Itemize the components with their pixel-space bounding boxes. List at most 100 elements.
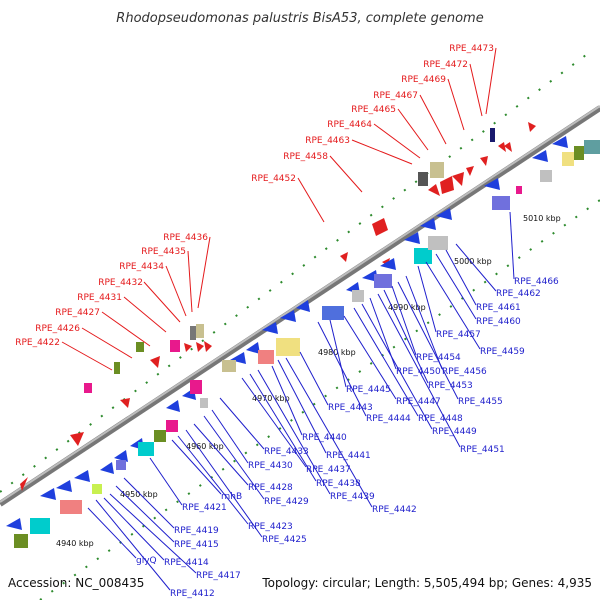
gene-arrow[interactable]: [452, 172, 464, 186]
gene-box[interactable]: [258, 350, 274, 364]
gene-box[interactable]: [14, 534, 28, 548]
gene-label[interactable]: RPE_4451: [460, 445, 505, 455]
gene-label[interactable]: RPE_4434: [119, 262, 164, 272]
gene-label[interactable]: RPE_4457: [436, 330, 481, 340]
gene-box[interactable]: [30, 518, 50, 534]
gene-box[interactable]: [60, 500, 82, 514]
gene-label[interactable]: RPE_4444: [366, 414, 411, 424]
gene-label[interactable]: glyQ: [136, 556, 157, 566]
gene-label[interactable]: RPE_4430: [248, 461, 293, 471]
gene-label[interactable]: RPE_4439: [330, 492, 375, 502]
gene-label[interactable]: RPE_4465: [351, 105, 396, 115]
gene-arrow[interactable]: [498, 142, 506, 152]
gene-box[interactable]: [190, 380, 202, 394]
gene-label[interactable]: RPE_4438: [316, 479, 361, 489]
gene-arrow[interactable]: [484, 178, 500, 190]
gene-box[interactable]: [190, 326, 196, 340]
gene-box[interactable]: [428, 236, 448, 250]
gene-box[interactable]: [574, 146, 584, 160]
gene-arrow[interactable]: [504, 142, 512, 152]
gene-arrow[interactable]: [528, 122, 536, 132]
gene-arrow[interactable]: [120, 398, 130, 408]
gene-box[interactable]: [138, 442, 154, 456]
gene-label[interactable]: RPE_4466: [514, 277, 559, 287]
gene-label[interactable]: RPE_4460: [476, 317, 521, 327]
gene-arrow[interactable]: [246, 342, 260, 354]
gene-label[interactable]: RPE_4426: [35, 324, 80, 334]
gene-arrow[interactable]: [436, 208, 452, 220]
gene-label[interactable]: RPE_4462: [496, 289, 541, 299]
gene-label[interactable]: RPE_4436: [163, 233, 208, 243]
gene-arrow[interactable]: [262, 322, 278, 334]
gene-label[interactable]: RPE_4437: [306, 465, 351, 475]
gene-box[interactable]: [84, 383, 92, 393]
gene-arrow[interactable]: [340, 252, 348, 262]
gene-label[interactable]: RPE_4427: [55, 308, 100, 318]
gene-label[interactable]: RPE_4442: [372, 505, 417, 515]
gene-label[interactable]: RPE_4445: [346, 385, 391, 395]
gene-label[interactable]: RPE_4461: [476, 303, 521, 313]
gene-label[interactable]: RPE_4443: [328, 403, 373, 413]
gene-label[interactable]: RPE_4453: [428, 381, 473, 391]
gene-label[interactable]: RPE_4467: [373, 91, 418, 101]
gene-label[interactable]: RPE_4450: [396, 367, 441, 377]
gene-label[interactable]: RPE_4422: [15, 338, 60, 348]
gene-label[interactable]: RPE_4440: [302, 433, 347, 443]
gene-arrow[interactable]: [166, 400, 180, 412]
gene-label[interactable]: rnhB: [221, 492, 242, 502]
gene-box[interactable]: [490, 128, 495, 142]
gene-box[interactable]: [196, 324, 204, 338]
gene-label[interactable]: RPE_4433: [264, 447, 309, 457]
gene-box[interactable]: [200, 398, 208, 408]
gene-box[interactable]: [170, 340, 180, 352]
gene-box[interactable]: [116, 460, 126, 470]
gene-label[interactable]: RPE_4472: [423, 60, 468, 70]
gene-arrow[interactable]: [114, 450, 128, 462]
gene-label[interactable]: RPE_4435: [141, 247, 186, 257]
gene-box[interactable]: [562, 152, 574, 166]
gene-box[interactable]: [414, 248, 432, 264]
gene-box[interactable]: [92, 484, 102, 494]
gene-label[interactable]: RPE_4463: [305, 136, 350, 146]
gene-arrow[interactable]: [6, 518, 22, 530]
gene-arrow[interactable]: [74, 470, 90, 482]
gene-box[interactable]: [492, 196, 510, 210]
gene-label[interactable]: RPE_4417: [196, 571, 241, 581]
gene-arrow[interactable]: [150, 356, 160, 368]
gene-box[interactable]: [430, 162, 444, 178]
gene-box[interactable]: [276, 338, 300, 356]
gene-label[interactable]: RPE_4431: [77, 293, 122, 303]
gene-arrow[interactable]: [40, 488, 56, 500]
gene-label[interactable]: RPE_4432: [98, 278, 143, 288]
gene-label[interactable]: RPE_4414: [164, 558, 209, 568]
gene-label[interactable]: RPE_4454: [416, 353, 461, 363]
gene-arrow[interactable]: [428, 184, 440, 196]
gene-label[interactable]: RPE_4441: [326, 451, 371, 461]
gene-label[interactable]: RPE_4423: [248, 522, 293, 532]
gene-label[interactable]: RPE_4449: [432, 427, 477, 437]
gene-box[interactable]: [374, 274, 392, 288]
gene-label[interactable]: RPE_4456: [442, 367, 487, 377]
gene-box[interactable]: [540, 170, 552, 182]
gene-arrow[interactable]: [466, 166, 474, 176]
gene-box[interactable]: [222, 360, 236, 372]
gene-arrow[interactable]: [404, 232, 420, 244]
gene-label[interactable]: RPE_4464: [327, 120, 372, 130]
gene-label[interactable]: RPE_4419: [174, 526, 219, 536]
gene-label[interactable]: RPE_4455: [458, 397, 503, 407]
gene-arrow[interactable]: [70, 432, 84, 446]
gene-box[interactable]: [322, 306, 344, 320]
gene-label[interactable]: RPE_4459: [480, 347, 525, 357]
gene-label[interactable]: RPE_4425: [262, 535, 307, 545]
gene-label[interactable]: RPE_4473: [449, 44, 494, 54]
gene-arrow[interactable]: [420, 218, 436, 230]
gene-box[interactable]: [114, 362, 120, 374]
gene-arrow[interactable]: [204, 341, 212, 352]
gene-box[interactable]: [136, 342, 144, 352]
gene-arrow[interactable]: [532, 150, 548, 162]
gene-arrow[interactable]: [552, 136, 568, 148]
gene-label[interactable]: RPE_4452: [251, 174, 296, 184]
gene-label[interactable]: RPE_4469: [401, 75, 446, 85]
gene-arrow[interactable]: [196, 342, 204, 352]
gene-arrow[interactable]: [480, 156, 488, 166]
